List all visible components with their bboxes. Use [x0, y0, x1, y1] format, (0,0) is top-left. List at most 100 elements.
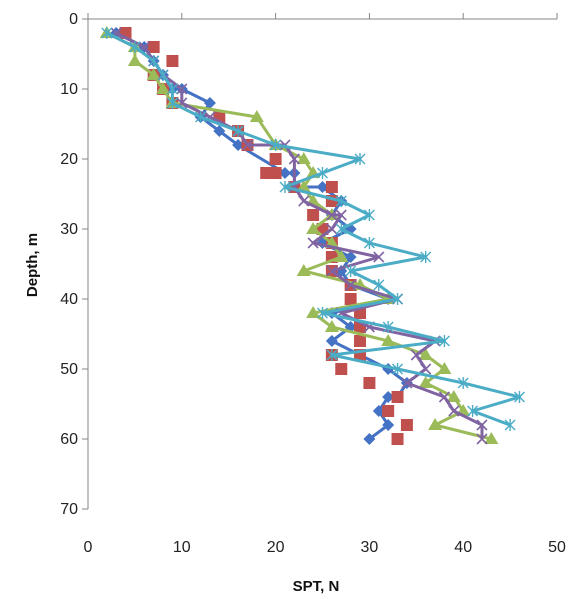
- data-point-square: [269, 153, 282, 165]
- data-point-star: [392, 293, 404, 305]
- data-point-triangle: [146, 68, 161, 80]
- data-point-triangle: [428, 418, 443, 430]
- data-point-triangle: [324, 320, 339, 332]
- data-point-x: [326, 209, 338, 221]
- data-point-square: [307, 209, 320, 221]
- data-point-diamond: [382, 419, 395, 431]
- data-point-star: [420, 251, 432, 263]
- data-point-square: [344, 293, 357, 305]
- data-point-star: [129, 41, 141, 53]
- y-tick-label: 60: [60, 431, 78, 448]
- data-point-triangle: [156, 82, 171, 94]
- data-point-square: [335, 363, 348, 375]
- data-point-x: [307, 237, 319, 249]
- data-point-star: [345, 265, 357, 277]
- data-point-triangle: [127, 54, 142, 66]
- data-point-x: [298, 195, 310, 207]
- y-tick-label: 30: [60, 221, 78, 238]
- data-point-x: [420, 363, 432, 375]
- data-point-x: [335, 209, 347, 221]
- y-tick-label: 0: [69, 11, 78, 28]
- data-point-square: [260, 167, 273, 179]
- data-point-triangle: [249, 110, 264, 122]
- series-triangle: [99, 26, 499, 444]
- y-tick-label: 20: [60, 151, 78, 168]
- data-point-triangle: [418, 348, 433, 360]
- x-tick-label: 20: [267, 539, 285, 556]
- data-point-star: [438, 335, 450, 347]
- series-star: [101, 27, 525, 431]
- data-point-x: [448, 405, 460, 417]
- data-point-x: [438, 391, 451, 403]
- series-layer: [99, 26, 525, 445]
- axis-labels: 0 10 20 30 40 50 60 70 0 10 20 30 40 50: [60, 11, 566, 556]
- data-point-triangle: [296, 152, 311, 164]
- axes: [82, 13, 558, 510]
- data-point-triangle: [418, 376, 433, 388]
- data-point-star: [317, 167, 328, 179]
- x-tick-label: 30: [361, 539, 379, 556]
- data-point-star: [317, 307, 328, 319]
- data-point-star: [335, 195, 347, 207]
- data-point-diamond: [363, 433, 376, 445]
- data-point-star: [382, 321, 394, 333]
- data-point-triangle: [446, 390, 461, 402]
- data-point-diamond: [278, 167, 291, 179]
- data-point-diamond: [344, 251, 357, 263]
- data-point-x: [476, 433, 488, 445]
- data-point-star: [504, 419, 516, 431]
- x-axis-title: SPT, N: [293, 578, 340, 595]
- data-point-star: [166, 83, 178, 95]
- data-point-x: [401, 377, 413, 389]
- x-tick-label: 10: [173, 539, 191, 556]
- data-point-square: [363, 377, 376, 389]
- data-point-diamond: [382, 391, 395, 403]
- data-point-star: [279, 181, 291, 193]
- x-tick-label: 50: [548, 539, 566, 556]
- data-point-star: [166, 97, 178, 109]
- data-point-diamond: [203, 97, 216, 109]
- x-tick-label: 0: [84, 539, 93, 556]
- data-point-square: [391, 433, 404, 445]
- data-point-diamond: [316, 181, 329, 193]
- data-point-square: [382, 405, 395, 417]
- data-point-x: [345, 279, 357, 291]
- data-point-square: [391, 391, 404, 403]
- data-point-triangle: [306, 306, 321, 318]
- data-point-star: [157, 69, 169, 81]
- data-point-x: [241, 139, 254, 151]
- data-point-diamond: [232, 139, 245, 151]
- data-point-star: [513, 391, 525, 403]
- data-point-star: [148, 55, 160, 67]
- y-tick-label: 50: [60, 361, 78, 378]
- data-point-square: [269, 167, 282, 179]
- data-point-star: [363, 209, 375, 221]
- y-tick-label: 40: [60, 291, 78, 308]
- data-point-star: [326, 349, 338, 361]
- data-point-square: [166, 55, 179, 67]
- data-point-triangle: [334, 250, 349, 262]
- x-tick-label: 40: [454, 539, 472, 556]
- data-point-x: [326, 265, 338, 277]
- data-point-x: [176, 83, 188, 95]
- data-point-triangle: [381, 334, 396, 346]
- data-point-star: [392, 363, 404, 375]
- data-point-square: [119, 27, 132, 39]
- data-point-x: [476, 419, 488, 431]
- data-point-square: [147, 41, 160, 53]
- data-point-star: [101, 27, 113, 39]
- data-point-triangle: [437, 362, 452, 374]
- y-tick-label: 70: [60, 501, 78, 518]
- data-point-star: [363, 237, 375, 249]
- data-point-star: [457, 377, 469, 389]
- data-point-x: [326, 223, 338, 235]
- data-point-square: [354, 335, 367, 347]
- data-point-square: [400, 419, 413, 431]
- data-point-star: [270, 139, 282, 151]
- data-point-star: [354, 153, 366, 165]
- data-point-triangle: [484, 432, 499, 444]
- data-point-x: [373, 251, 385, 263]
- y-axis-title: Depth, m: [24, 233, 41, 297]
- data-point-diamond: [372, 405, 385, 417]
- data-point-x: [410, 349, 422, 361]
